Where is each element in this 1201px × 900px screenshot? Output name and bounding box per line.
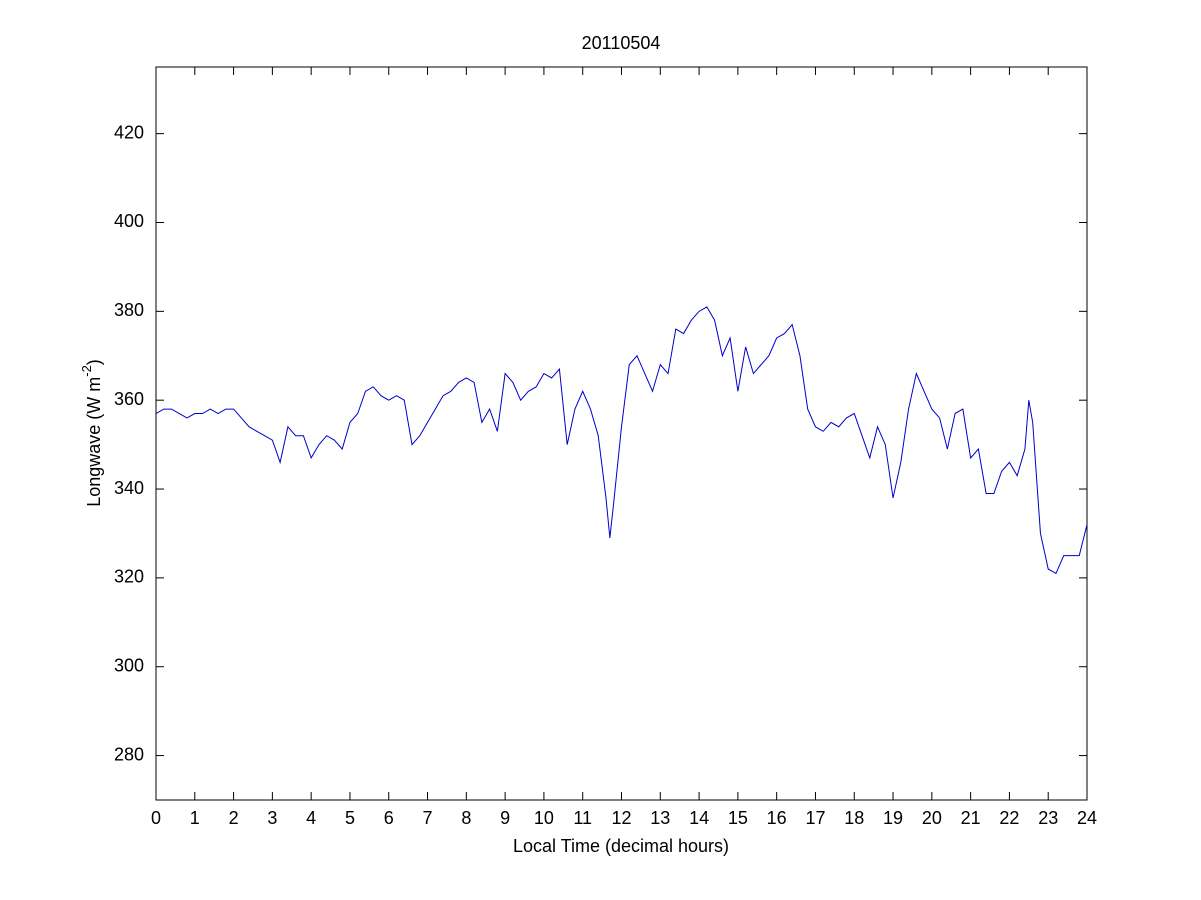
- y-tick-label: 300: [114, 655, 144, 675]
- plot-frame: [155, 66, 1088, 801]
- x-tick-label: 18: [844, 808, 864, 828]
- x-tick-label: 20: [922, 808, 942, 828]
- y-axis-label-end: ): [84, 359, 104, 365]
- x-tick-label: 9: [500, 808, 510, 828]
- x-tick-label: 19: [883, 808, 903, 828]
- x-tick-label: 22: [999, 808, 1019, 828]
- x-tick-label: 5: [345, 808, 355, 828]
- x-axis-label: Local Time (decimal hours): [513, 836, 729, 856]
- y-tick-label: 360: [114, 389, 144, 409]
- chart-title: 20110504: [582, 33, 661, 53]
- y-axis-label: Longwave (W m-2): [79, 359, 103, 507]
- y-tick-label: 320: [114, 567, 144, 587]
- x-tick-label: 13: [650, 808, 670, 828]
- y-tick-label: 420: [114, 122, 144, 142]
- x-tick-label: 1: [190, 808, 200, 828]
- x-tick-label: 11: [573, 808, 592, 828]
- y-tick-label: 340: [114, 478, 144, 498]
- x-tick-label: 6: [384, 808, 394, 828]
- y-tick-label: 380: [114, 300, 144, 320]
- x-tick-label: 4: [306, 808, 316, 828]
- x-tick-label: 14: [689, 808, 709, 828]
- line-series: [155, 306, 1088, 575]
- y-axis-label-main: Longwave (W m: [84, 377, 104, 507]
- x-tick-label: 16: [767, 808, 787, 828]
- x-tick-label: 15: [728, 808, 748, 828]
- x-tick-label: 23: [1038, 808, 1058, 828]
- x-tick-label: 7: [423, 808, 433, 828]
- x-tick-label: 17: [805, 808, 825, 828]
- x-tick-label: 24: [1077, 808, 1097, 828]
- x-tick-label: 2: [229, 808, 239, 828]
- x-tick-label: 3: [267, 808, 277, 828]
- y-axis-label-sup: -2: [79, 365, 94, 377]
- x-tick-label: 0: [151, 808, 161, 828]
- x-tick-label: 12: [611, 808, 631, 828]
- x-tick-label: 8: [461, 808, 471, 828]
- x-tick-label: 10: [534, 808, 554, 828]
- y-tick-label: 400: [114, 211, 144, 231]
- y-tick-label: 280: [114, 744, 144, 764]
- x-tick-label: 21: [961, 808, 981, 828]
